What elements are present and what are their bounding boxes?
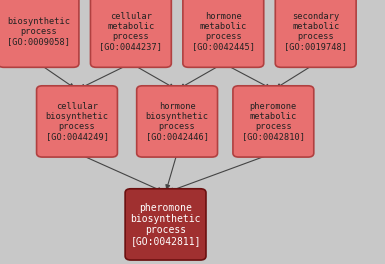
FancyBboxPatch shape xyxy=(37,86,117,157)
FancyBboxPatch shape xyxy=(183,0,264,67)
FancyBboxPatch shape xyxy=(0,0,79,67)
FancyBboxPatch shape xyxy=(137,86,218,157)
FancyBboxPatch shape xyxy=(125,189,206,260)
Text: cellular
biosynthetic
process
[GO:0044249]: cellular biosynthetic process [GO:004424… xyxy=(45,102,109,141)
Text: secondary
metabolic
process
[GO:0019748]: secondary metabolic process [GO:0019748] xyxy=(284,12,347,51)
Text: hormone
metabolic
process
[GO:0042445]: hormone metabolic process [GO:0042445] xyxy=(192,12,255,51)
FancyBboxPatch shape xyxy=(90,0,171,67)
Text: cellular
metabolic
process
[GO:0044237]: cellular metabolic process [GO:0044237] xyxy=(99,12,162,51)
Text: pheromone
biosynthetic
process
[GO:0042811]: pheromone biosynthetic process [GO:00428… xyxy=(130,202,201,246)
FancyBboxPatch shape xyxy=(233,86,314,157)
Text: hormone
biosynthetic
process
[GO:0042446]: hormone biosynthetic process [GO:0042446… xyxy=(146,102,209,141)
Text: pheromone
metabolic
process
[GO:0042810]: pheromone metabolic process [GO:0042810] xyxy=(242,102,305,141)
FancyBboxPatch shape xyxy=(275,0,356,67)
Text: biosynthetic
process
[GO:0009058]: biosynthetic process [GO:0009058] xyxy=(7,17,70,46)
